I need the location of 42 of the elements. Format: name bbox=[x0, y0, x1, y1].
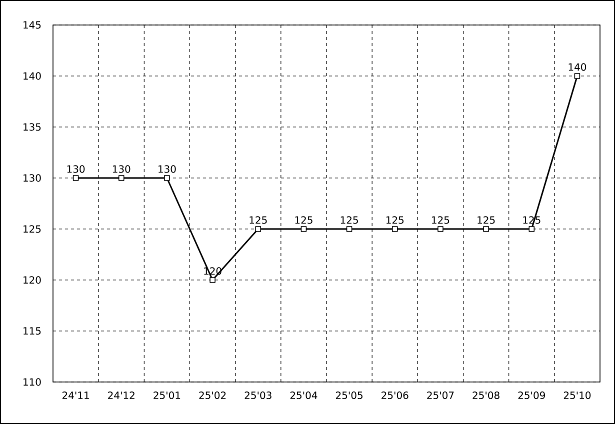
data-label: 125 bbox=[432, 216, 450, 224]
point bbox=[118, 175, 124, 181]
point bbox=[574, 73, 580, 79]
x-tick-label: 25'02 bbox=[199, 392, 226, 400]
y-tick-label: 110 bbox=[24, 378, 41, 386]
data-label: 125 bbox=[295, 216, 312, 224]
point bbox=[210, 277, 216, 283]
y-tick-label: 145 bbox=[24, 21, 41, 29]
data-label: 125 bbox=[386, 216, 404, 224]
data-label: 125 bbox=[340, 216, 358, 224]
point bbox=[255, 226, 262, 232]
data-label: 125 bbox=[250, 216, 267, 224]
x-tick-label: 25'01 bbox=[154, 392, 180, 400]
y-tick-label: 115 bbox=[24, 327, 41, 335]
y-tick-label: 135 bbox=[24, 123, 41, 131]
x-tick-label: 24'11 bbox=[62, 392, 89, 399]
point bbox=[392, 226, 398, 232]
data-label: 130 bbox=[158, 165, 176, 173]
point bbox=[300, 226, 307, 232]
y-tick-label: 120 bbox=[24, 276, 41, 284]
y-tick-label: 130 bbox=[24, 174, 41, 182]
point bbox=[438, 226, 444, 232]
x-tick-label: 25'08 bbox=[472, 392, 500, 400]
data-label: 125 bbox=[478, 216, 495, 224]
x-tick-label: 25'05 bbox=[336, 392, 362, 400]
y-tick-label: 125 bbox=[24, 225, 41, 233]
x-tick-label: 25'09 bbox=[518, 392, 545, 400]
data-label: 140 bbox=[568, 63, 586, 71]
x-tick-label: 25'03 bbox=[244, 392, 272, 400]
data-label: 130 bbox=[112, 165, 130, 173]
point bbox=[164, 175, 170, 181]
point bbox=[72, 175, 79, 181]
x-tick-label: 24'12 bbox=[108, 392, 134, 399]
data-label: 130 bbox=[67, 165, 85, 173]
point bbox=[528, 226, 535, 232]
y-tick-label: 140 bbox=[24, 72, 41, 80]
point bbox=[483, 226, 489, 232]
x-tick-label: 25'04 bbox=[290, 392, 318, 400]
x-tick-label: 25'07 bbox=[427, 392, 454, 400]
x-tick-label: 25'06 bbox=[382, 392, 408, 400]
point bbox=[346, 226, 352, 232]
x-tick-label: 25'10 bbox=[564, 392, 591, 400]
